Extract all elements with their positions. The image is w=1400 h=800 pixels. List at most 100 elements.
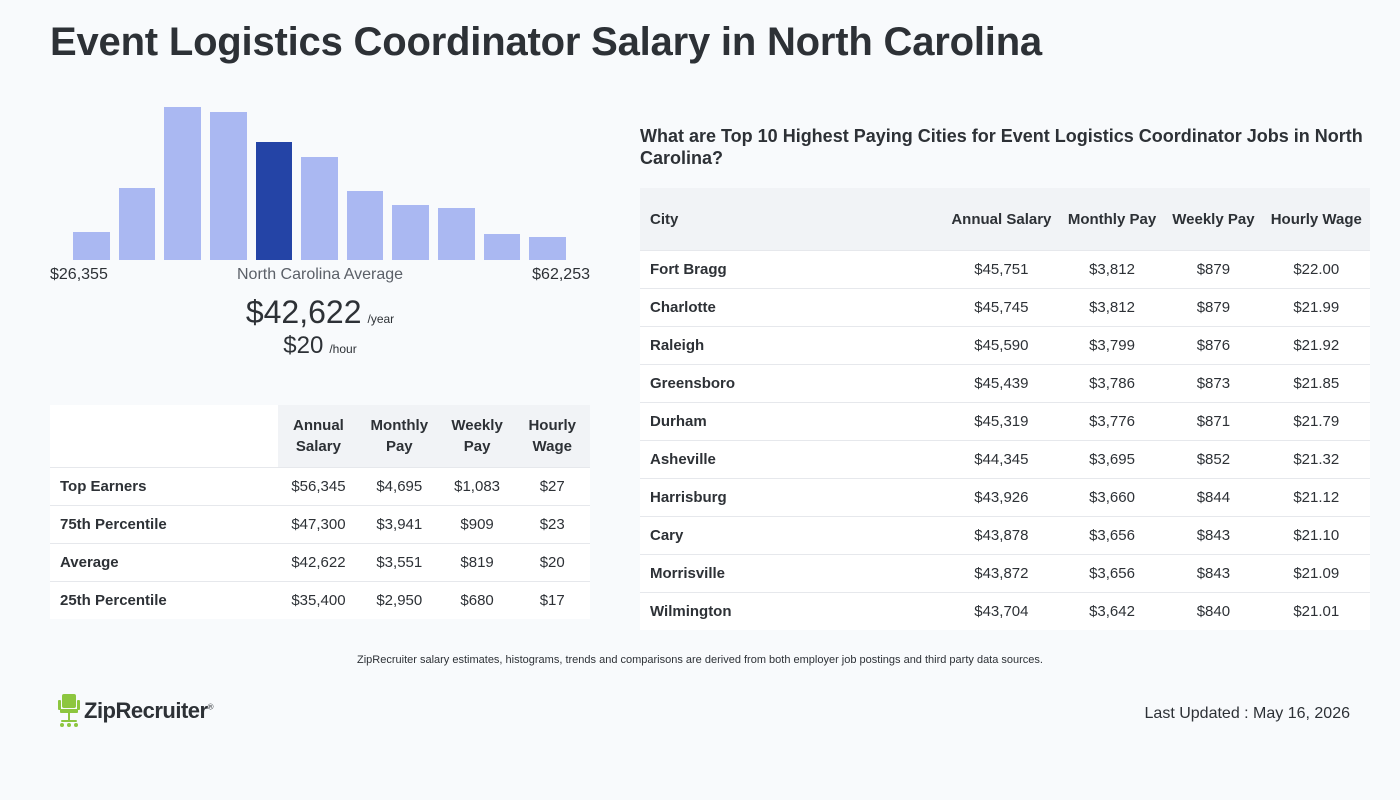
cell-hourly: $21.99 bbox=[1262, 288, 1370, 327]
chair-icon bbox=[58, 694, 80, 727]
table-row: 25th Percentile $35,400 $2,950 $680 $17 bbox=[50, 581, 590, 619]
cell-weekly: $873 bbox=[1164, 364, 1263, 403]
cell-weekly: $871 bbox=[1164, 402, 1263, 441]
header-monthly-pay: Monthly Pay bbox=[1059, 188, 1165, 251]
cell-hourly: $21.92 bbox=[1262, 326, 1370, 365]
city-name: Wilmington bbox=[640, 592, 943, 630]
cell-hourly: $20 bbox=[514, 543, 590, 582]
average-annual-value: $42,622 bbox=[245, 294, 362, 330]
table-row: Greensboro $45,439 $3,786 $873 $21.85 bbox=[640, 364, 1370, 403]
table-row: Raleigh $45,590 $3,799 $876 $21.92 bbox=[640, 326, 1370, 365]
cell-monthly: $3,656 bbox=[1059, 554, 1165, 593]
city-name: Greensboro bbox=[640, 364, 943, 403]
cell-weekly: $819 bbox=[439, 543, 515, 582]
cell-weekly: $840 bbox=[1164, 592, 1263, 630]
city-name: Charlotte bbox=[640, 288, 943, 327]
cell-weekly: $852 bbox=[1164, 440, 1263, 479]
cell-annual: $35,400 bbox=[278, 581, 359, 619]
cell-hourly: $21.32 bbox=[1262, 440, 1370, 479]
cell-monthly: $3,812 bbox=[1059, 250, 1165, 289]
table-row: Cary $43,878 $3,656 $843 $21.10 bbox=[640, 516, 1370, 555]
city-name: Fort Bragg bbox=[640, 250, 943, 289]
histogram-bar bbox=[209, 112, 247, 260]
city-name: Harrisburg bbox=[640, 478, 943, 517]
histogram-bar bbox=[438, 208, 475, 260]
table-row: Durham $45,319 $3,776 $871 $21.79 bbox=[640, 402, 1370, 441]
cell-annual: $45,319 bbox=[943, 402, 1060, 441]
city-name: Asheville bbox=[640, 440, 943, 479]
histogram-bar-average bbox=[255, 142, 293, 260]
cell-annual: $43,926 bbox=[943, 478, 1060, 517]
histogram-average-label: North Carolina Average bbox=[236, 266, 404, 283]
cell-weekly: $876 bbox=[1164, 326, 1263, 365]
header-weekly-pay: Weekly Pay bbox=[1164, 188, 1263, 251]
cell-monthly: $3,642 bbox=[1059, 592, 1165, 630]
cell-weekly: $843 bbox=[1164, 554, 1263, 593]
histogram-bar bbox=[301, 157, 338, 260]
header-hourly-wage: Hourly Wage bbox=[514, 405, 590, 468]
average-hourly-unit: /hour bbox=[329, 342, 357, 356]
cell-hourly: $22.00 bbox=[1262, 250, 1370, 289]
cell-monthly: $3,812 bbox=[1059, 288, 1165, 327]
cell-monthly: $3,799 bbox=[1059, 326, 1165, 365]
cell-monthly: $3,660 bbox=[1059, 478, 1165, 517]
cell-weekly: $680 bbox=[439, 581, 515, 619]
average-hourly-value: $20 bbox=[283, 332, 324, 359]
cell-annual: $45,745 bbox=[943, 288, 1060, 327]
histogram-bar bbox=[118, 188, 156, 260]
city-name: Durham bbox=[640, 402, 943, 441]
cell-annual: $44,345 bbox=[943, 440, 1060, 479]
cell-hourly: $21.12 bbox=[1262, 478, 1370, 517]
ziprecruiter-logo[interactable]: ZipRecruiter® bbox=[58, 694, 214, 728]
row-label: Top Earners bbox=[50, 467, 278, 506]
table-row: Harrisburg $43,926 $3,660 $844 $21.12 bbox=[640, 478, 1370, 517]
top-cities-title: What are Top 10 Highest Paying Cities fo… bbox=[640, 126, 1363, 168]
page-title: Event Logistics Coordinator Salary in No… bbox=[50, 20, 1042, 64]
cell-weekly: $879 bbox=[1164, 288, 1263, 327]
header-weekly-pay: Weekly Pay bbox=[439, 405, 515, 468]
histogram-bar bbox=[392, 205, 430, 260]
header-blank bbox=[50, 405, 278, 468]
header-city: City bbox=[640, 188, 943, 251]
table-row: Wilmington $43,704 $3,642 $840 $21.01 bbox=[640, 592, 1370, 630]
table-header-row: City Annual Salary Monthly Pay Weekly Pa… bbox=[640, 188, 1370, 251]
cell-hourly: $21.10 bbox=[1262, 516, 1370, 555]
cell-hourly: $21.79 bbox=[1262, 402, 1370, 441]
histogram-max-label: $62,253 bbox=[532, 266, 590, 283]
cell-monthly: $4,695 bbox=[358, 467, 440, 506]
header-annual-salary: Annual Salary bbox=[278, 405, 359, 468]
average-hourly: $20/hour bbox=[50, 332, 590, 360]
histogram-bar bbox=[73, 232, 110, 260]
cell-annual: $45,590 bbox=[943, 326, 1060, 365]
table-row: Asheville $44,345 $3,695 $852 $21.32 bbox=[640, 440, 1370, 479]
cell-annual: $45,439 bbox=[943, 364, 1060, 403]
city-name: Morrisville bbox=[640, 554, 943, 593]
cell-hourly: $21.85 bbox=[1262, 364, 1370, 403]
cell-weekly: $1,083 bbox=[439, 467, 515, 506]
cell-annual: $56,345 bbox=[278, 467, 359, 506]
row-label: 75th Percentile bbox=[50, 505, 278, 544]
cell-monthly: $3,551 bbox=[358, 543, 440, 582]
data-source-note: ZipRecruiter salary estimates, histogram… bbox=[357, 654, 1043, 666]
city-name: Raleigh bbox=[640, 326, 943, 365]
table-row: Charlotte $45,745 $3,812 $879 $21.99 bbox=[640, 288, 1370, 327]
logo-wordmark: ZipRecruiter® bbox=[84, 698, 214, 723]
cell-weekly: $909 bbox=[439, 505, 515, 544]
cell-hourly: $17 bbox=[514, 581, 590, 619]
cell-weekly: $844 bbox=[1164, 478, 1263, 517]
table-row: Average $42,622 $3,551 $819 $20 bbox=[50, 543, 590, 582]
histogram-bar bbox=[164, 107, 201, 260]
cell-weekly: $843 bbox=[1164, 516, 1263, 555]
cell-annual: $43,872 bbox=[943, 554, 1060, 593]
row-label: 25th Percentile bbox=[50, 581, 278, 619]
cell-monthly: $3,695 bbox=[1059, 440, 1165, 479]
salary-summary-table: Annual Salary Monthly Pay Weekly Pay Hou… bbox=[50, 405, 590, 619]
row-label: Average bbox=[50, 543, 278, 582]
histogram-bar bbox=[483, 234, 521, 260]
histogram-bar bbox=[529, 237, 566, 260]
cell-hourly: $21.01 bbox=[1262, 592, 1370, 630]
cell-monthly: $3,941 bbox=[358, 505, 440, 544]
cell-monthly: $3,786 bbox=[1059, 364, 1165, 403]
cell-hourly: $23 bbox=[514, 505, 590, 544]
cell-hourly: $21.09 bbox=[1262, 554, 1370, 593]
